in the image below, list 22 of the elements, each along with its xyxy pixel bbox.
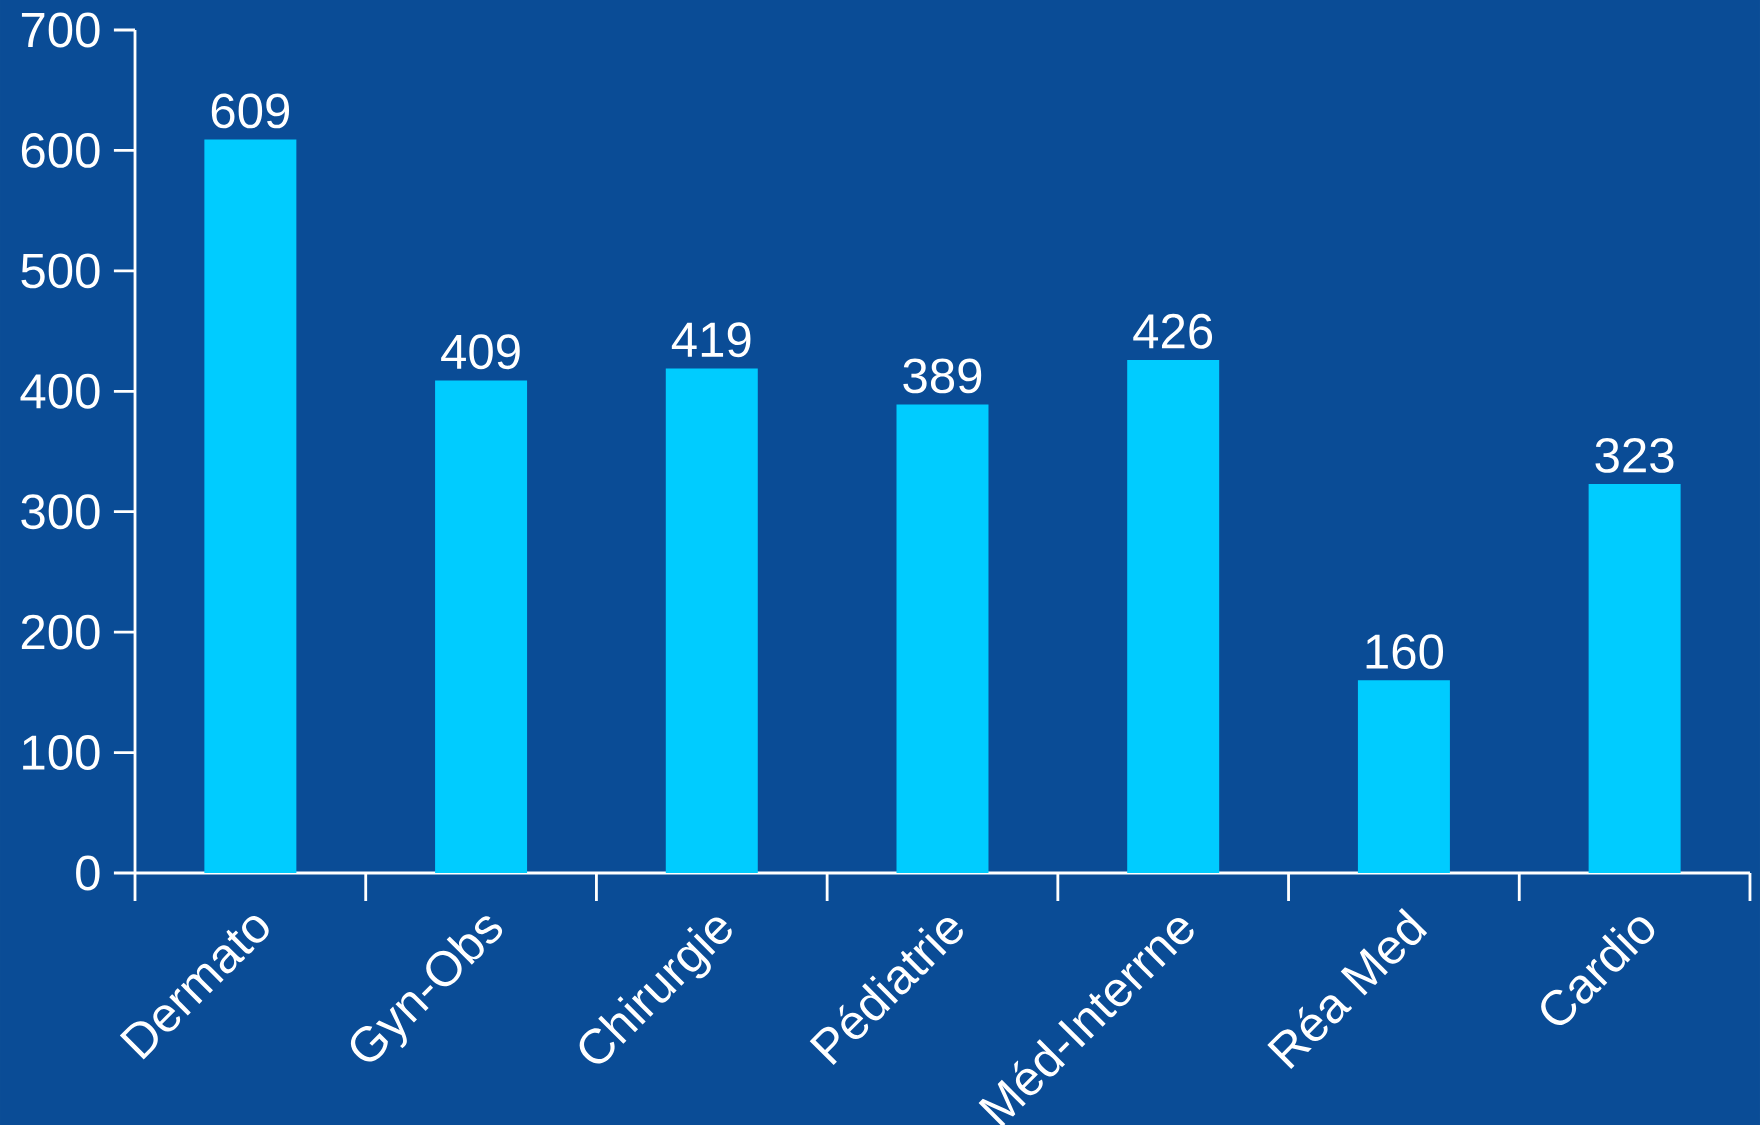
data-label: 409 bbox=[441, 334, 520, 370]
bar bbox=[1588, 483, 1681, 873]
bar bbox=[665, 368, 758, 873]
bar bbox=[204, 139, 297, 873]
data-label: 323 bbox=[1595, 437, 1674, 473]
data-label: 609 bbox=[211, 93, 290, 129]
data-label: 389 bbox=[903, 358, 982, 394]
y-tick-label: 100 bbox=[23, 735, 100, 770]
bar bbox=[1127, 359, 1220, 873]
bar bbox=[1357, 680, 1450, 873]
y-tick-label: 400 bbox=[20, 373, 100, 409]
y-tick-label: 600 bbox=[21, 132, 100, 168]
y-tick-label: 0 bbox=[76, 855, 100, 891]
bar bbox=[896, 404, 989, 873]
y-tick-label: 700 bbox=[21, 12, 100, 48]
y-tick-label: 300 bbox=[21, 494, 100, 530]
data-label: 419 bbox=[671, 322, 751, 358]
data-label: 426 bbox=[1133, 313, 1213, 349]
data-label: 160 bbox=[1366, 634, 1444, 670]
y-tick-label: 200 bbox=[21, 614, 100, 650]
bar bbox=[435, 380, 528, 873]
y-tick-label: 500 bbox=[21, 253, 100, 289]
